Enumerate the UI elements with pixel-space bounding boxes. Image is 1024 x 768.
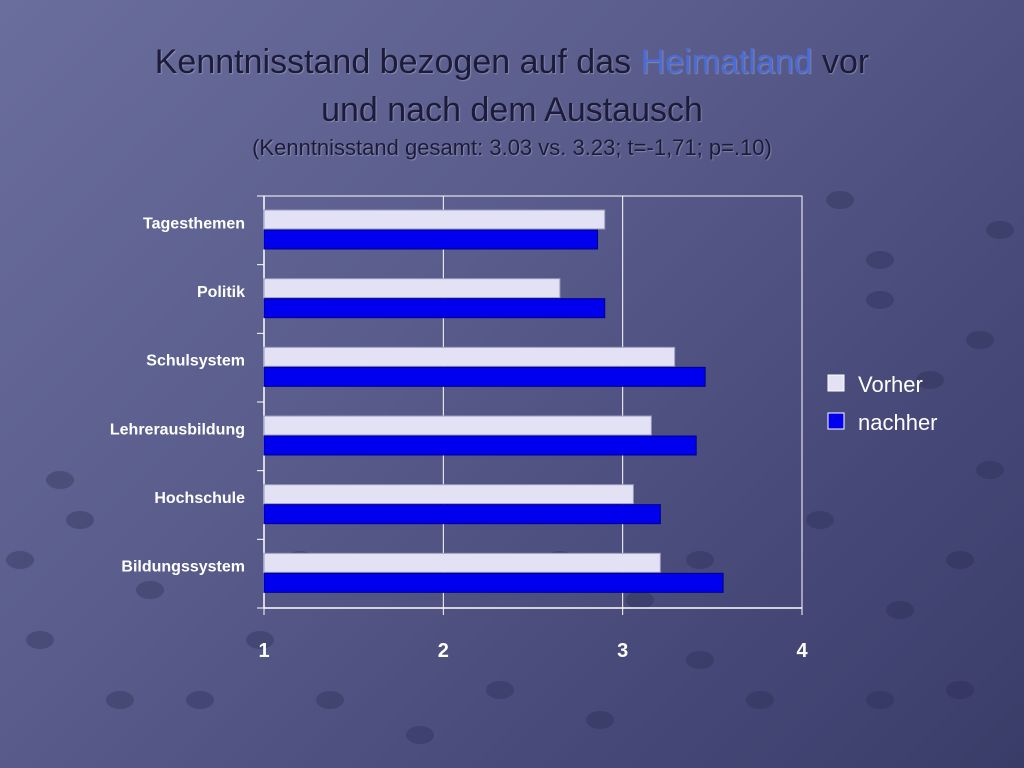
bg-dot — [886, 601, 914, 619]
bg-dot — [686, 551, 714, 569]
category-label: Bildungssystem — [121, 559, 245, 576]
bg-dot — [66, 511, 94, 529]
bg-dot — [806, 511, 834, 529]
bg-dot — [746, 691, 774, 709]
x-tick-label: 4 — [796, 640, 808, 662]
bar-nachher — [263, 504, 661, 525]
bg-dot — [946, 681, 974, 699]
bar-nachher — [263, 298, 606, 319]
legend-label-nachher: nachher — [858, 410, 938, 435]
legend-label-vorher: Vorher — [858, 372, 923, 397]
bg-dot — [966, 331, 994, 349]
bg-dot — [106, 691, 134, 709]
bg-dot — [316, 691, 344, 709]
bar-nachher — [263, 366, 706, 387]
legend-swatch-nachher — [827, 412, 845, 430]
bg-dot — [406, 726, 434, 744]
bar-vorher — [263, 346, 676, 367]
bg-dot — [866, 291, 894, 309]
plot-area — [263, 195, 803, 609]
x-tick-label: 2 — [438, 640, 449, 662]
title-highlight: Heimatland — [640, 43, 813, 81]
bg-dot — [986, 221, 1014, 239]
bg-dot — [866, 251, 894, 269]
bg-dot — [246, 631, 274, 649]
bar-vorher — [263, 484, 634, 505]
bg-dot — [586, 711, 614, 729]
bg-dot — [946, 551, 974, 569]
bg-dot — [46, 471, 74, 489]
bar-vorher — [263, 415, 652, 436]
bg-dot — [826, 191, 854, 209]
slide-title: Kenntnisstand bezogen auf das Heimatland… — [0, 38, 1024, 162]
bar-vorher — [263, 552, 661, 573]
title-subtitle: (Kenntnisstand gesamt: 3.03 vs. 3.23; t=… — [252, 135, 772, 160]
bar-nachher — [263, 435, 697, 456]
category-label: Lehrerausbildung — [110, 421, 245, 438]
bg-dot — [686, 651, 714, 669]
bg-dot — [136, 581, 164, 599]
bg-dot — [486, 681, 514, 699]
bg-dot — [626, 591, 654, 609]
title-line-2: und nach dem Austausch — [321, 91, 703, 129]
bar-nachher — [263, 572, 724, 593]
title-line-1: Kenntnisstand bezogen auf das Heimatland… — [0, 38, 1024, 86]
x-tick-label: 3 — [617, 640, 628, 662]
bar-nachher — [263, 229, 599, 250]
bg-dot — [6, 551, 34, 569]
title-text-a: Kenntnisstand bezogen auf das — [154, 43, 641, 81]
legend-swatch-vorher — [827, 374, 845, 392]
bg-dot — [186, 691, 214, 709]
title-text-b: vor — [812, 43, 870, 81]
bar-vorher — [263, 278, 561, 299]
bg-dot — [26, 631, 54, 649]
x-tick-label: 1 — [258, 640, 269, 662]
bg-dot — [916, 371, 944, 389]
category-label: Tagesthemen — [143, 215, 245, 232]
category-label: Schulsystem — [146, 353, 245, 370]
bg-dot — [866, 691, 894, 709]
category-label: Politik — [197, 284, 245, 301]
bar-vorher — [263, 209, 606, 230]
category-label: Hochschule — [154, 490, 245, 507]
bg-dot — [976, 461, 1004, 479]
